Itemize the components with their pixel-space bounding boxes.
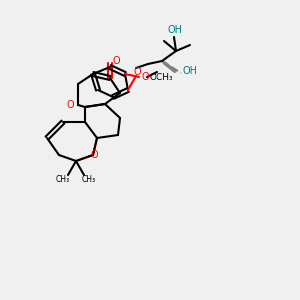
Text: CH₃: CH₃	[82, 175, 96, 184]
Text: O: O	[141, 72, 148, 82]
Text: O: O	[66, 100, 74, 110]
Text: OH: OH	[167, 25, 182, 35]
Text: CH₃: CH₃	[56, 175, 70, 184]
Text: OH: OH	[182, 66, 197, 76]
Text: OCH₃: OCH₃	[150, 73, 174, 82]
Text: O: O	[133, 67, 141, 77]
Text: O: O	[90, 150, 98, 160]
Text: O: O	[112, 56, 120, 66]
